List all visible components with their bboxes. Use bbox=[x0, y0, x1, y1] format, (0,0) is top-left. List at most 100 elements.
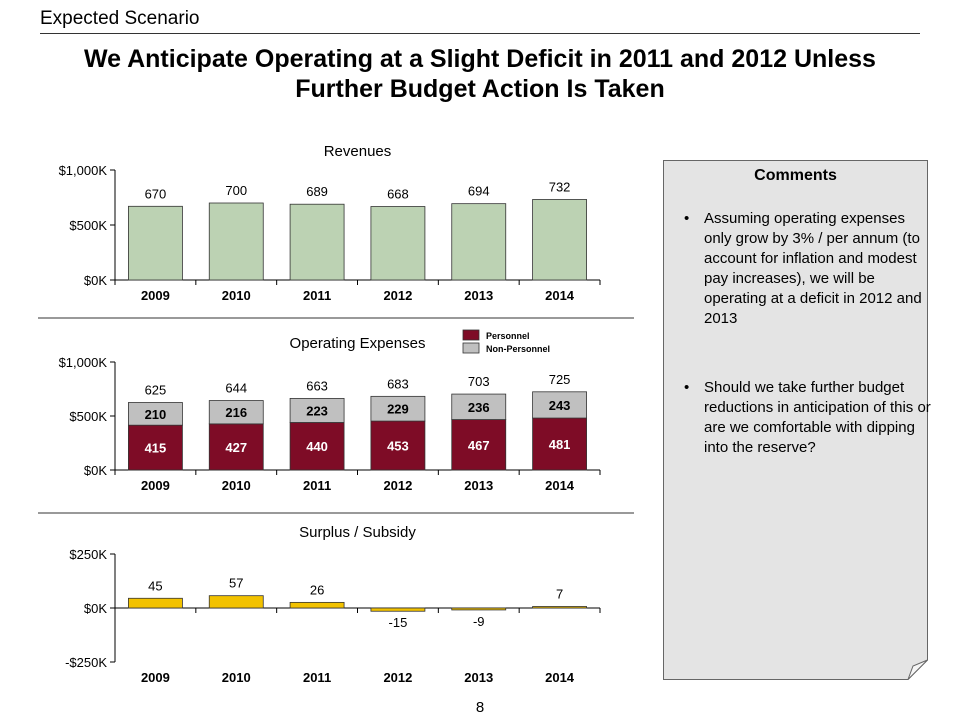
legend-swatch bbox=[462, 342, 480, 354]
page-curl-icon bbox=[907, 659, 928, 680]
y-tick-label: $0K bbox=[84, 601, 107, 616]
data-label: 210 bbox=[145, 407, 167, 422]
bar bbox=[289, 203, 345, 281]
x-tick-label: 2010 bbox=[222, 670, 251, 685]
y-tick-label: -$250K bbox=[65, 655, 107, 670]
y-tick-label: $0K bbox=[84, 273, 107, 288]
bar bbox=[208, 202, 264, 281]
data-label: -9 bbox=[473, 614, 485, 629]
x-tick-label: 2009 bbox=[141, 478, 170, 493]
x-tick-label: 2014 bbox=[545, 670, 575, 685]
comments-title: Comments bbox=[754, 167, 837, 184]
chart-title: Operating Expenses bbox=[290, 335, 426, 352]
x-tick-label: 2011 bbox=[303, 670, 331, 685]
data-label: 236 bbox=[468, 400, 490, 415]
data-label: 467 bbox=[468, 438, 490, 453]
data-label: 229 bbox=[387, 402, 409, 417]
comment-text: Should we take further budget reductions… bbox=[704, 379, 931, 456]
bar-segment bbox=[532, 391, 587, 419]
y-tick-label: $1,000K bbox=[59, 355, 108, 370]
header-divider bbox=[40, 33, 920, 34]
x-tick-label: 2012 bbox=[383, 288, 412, 303]
x-tick-label: 2014 bbox=[545, 288, 575, 303]
data-label: 694 bbox=[468, 184, 490, 199]
bar bbox=[370, 607, 426, 612]
chart-title: Revenues bbox=[324, 143, 392, 160]
comment-bullet: • Assuming operating expenses only grow … bbox=[680, 209, 934, 329]
bar-segment bbox=[451, 393, 507, 420]
data-label: 440 bbox=[306, 439, 328, 454]
bar bbox=[451, 607, 507, 611]
bar bbox=[451, 203, 507, 281]
total-label: 644 bbox=[225, 381, 247, 396]
data-label: 700 bbox=[225, 183, 247, 198]
total-label: 625 bbox=[145, 383, 167, 398]
bar-segment bbox=[370, 420, 426, 471]
x-tick-label: 2013 bbox=[464, 670, 493, 685]
data-label: -15 bbox=[389, 615, 408, 630]
bar-segment bbox=[451, 419, 507, 471]
bullet-icon: • bbox=[684, 210, 690, 227]
x-tick-label: 2010 bbox=[222, 288, 251, 303]
bar-segment bbox=[532, 417, 587, 471]
data-label: 427 bbox=[225, 440, 247, 455]
comment-text: Assuming operating expenses only grow by… bbox=[704, 210, 922, 327]
total-label: 725 bbox=[549, 372, 571, 387]
bar bbox=[289, 601, 345, 609]
data-label: 45 bbox=[148, 578, 162, 593]
total-label: 683 bbox=[387, 376, 409, 391]
data-label: 7 bbox=[556, 586, 563, 601]
bar bbox=[208, 595, 264, 609]
data-label: 243 bbox=[549, 398, 571, 413]
bar-segment bbox=[289, 397, 345, 423]
x-tick-label: 2009 bbox=[141, 288, 170, 303]
data-label: 415 bbox=[145, 441, 167, 456]
bullet-icon: • bbox=[684, 379, 690, 396]
data-label: 668 bbox=[387, 187, 409, 202]
legend-label: Non-Personnel bbox=[486, 344, 550, 354]
bar-segment bbox=[128, 424, 183, 471]
bar-segment bbox=[208, 400, 264, 425]
chart-revenues: Revenues $0K $500K $1,000K 2009 2010 2011 2012 2… bbox=[59, 143, 601, 303]
comment-bullet: • Should we take further budget reductio… bbox=[680, 378, 934, 458]
bar bbox=[128, 597, 183, 609]
data-label: 57 bbox=[229, 576, 243, 591]
legend-label: Personnel bbox=[486, 331, 530, 341]
chart-operating-expenses: Operating Expenses $0K $500K $1,000K 2009 201… bbox=[59, 329, 601, 493]
total-label: 703 bbox=[468, 374, 490, 389]
y-tick-label: $500K bbox=[69, 218, 107, 233]
x-tick-label: 2013 bbox=[464, 288, 493, 303]
chart-surplus-subsidy: Surplus / Subsidy -$250K $0K $250K 2009 2010 2… bbox=[65, 524, 601, 685]
x-tick-label: 2012 bbox=[383, 478, 412, 493]
bar-segment bbox=[289, 422, 345, 471]
page-title: We Anticipate Operating at a Slight Defi… bbox=[84, 45, 876, 103]
bar bbox=[532, 606, 587, 609]
chart-title: Surplus / Subsidy bbox=[299, 524, 416, 541]
section-label: Expected Scenario bbox=[40, 8, 200, 29]
x-tick-label: 2009 bbox=[141, 670, 170, 685]
x-tick-label: 2010 bbox=[222, 478, 251, 493]
x-tick-label: 2014 bbox=[545, 478, 575, 493]
total-label: 663 bbox=[306, 378, 328, 393]
data-label: 689 bbox=[306, 184, 328, 199]
x-tick-label: 2011 bbox=[303, 478, 331, 493]
x-tick-label: 2012 bbox=[383, 670, 412, 685]
legend-swatch bbox=[462, 329, 480, 341]
bar bbox=[532, 199, 587, 281]
data-label: 453 bbox=[387, 439, 409, 454]
y-tick-label: $0K bbox=[84, 463, 107, 478]
data-label: 481 bbox=[549, 437, 571, 452]
y-tick-label: $500K bbox=[69, 409, 107, 424]
bar bbox=[370, 206, 426, 281]
x-tick-label: 2013 bbox=[464, 478, 493, 493]
bar-segment bbox=[128, 402, 183, 426]
data-label: 223 bbox=[306, 403, 328, 418]
x-tick-label: 2011 bbox=[303, 288, 331, 303]
bar-segment bbox=[370, 395, 426, 422]
data-label: 670 bbox=[145, 186, 167, 201]
page-number: 8 bbox=[475, 699, 485, 716]
data-label: 26 bbox=[310, 582, 324, 597]
data-label: 216 bbox=[225, 405, 247, 420]
y-tick-label: $250K bbox=[69, 547, 107, 562]
